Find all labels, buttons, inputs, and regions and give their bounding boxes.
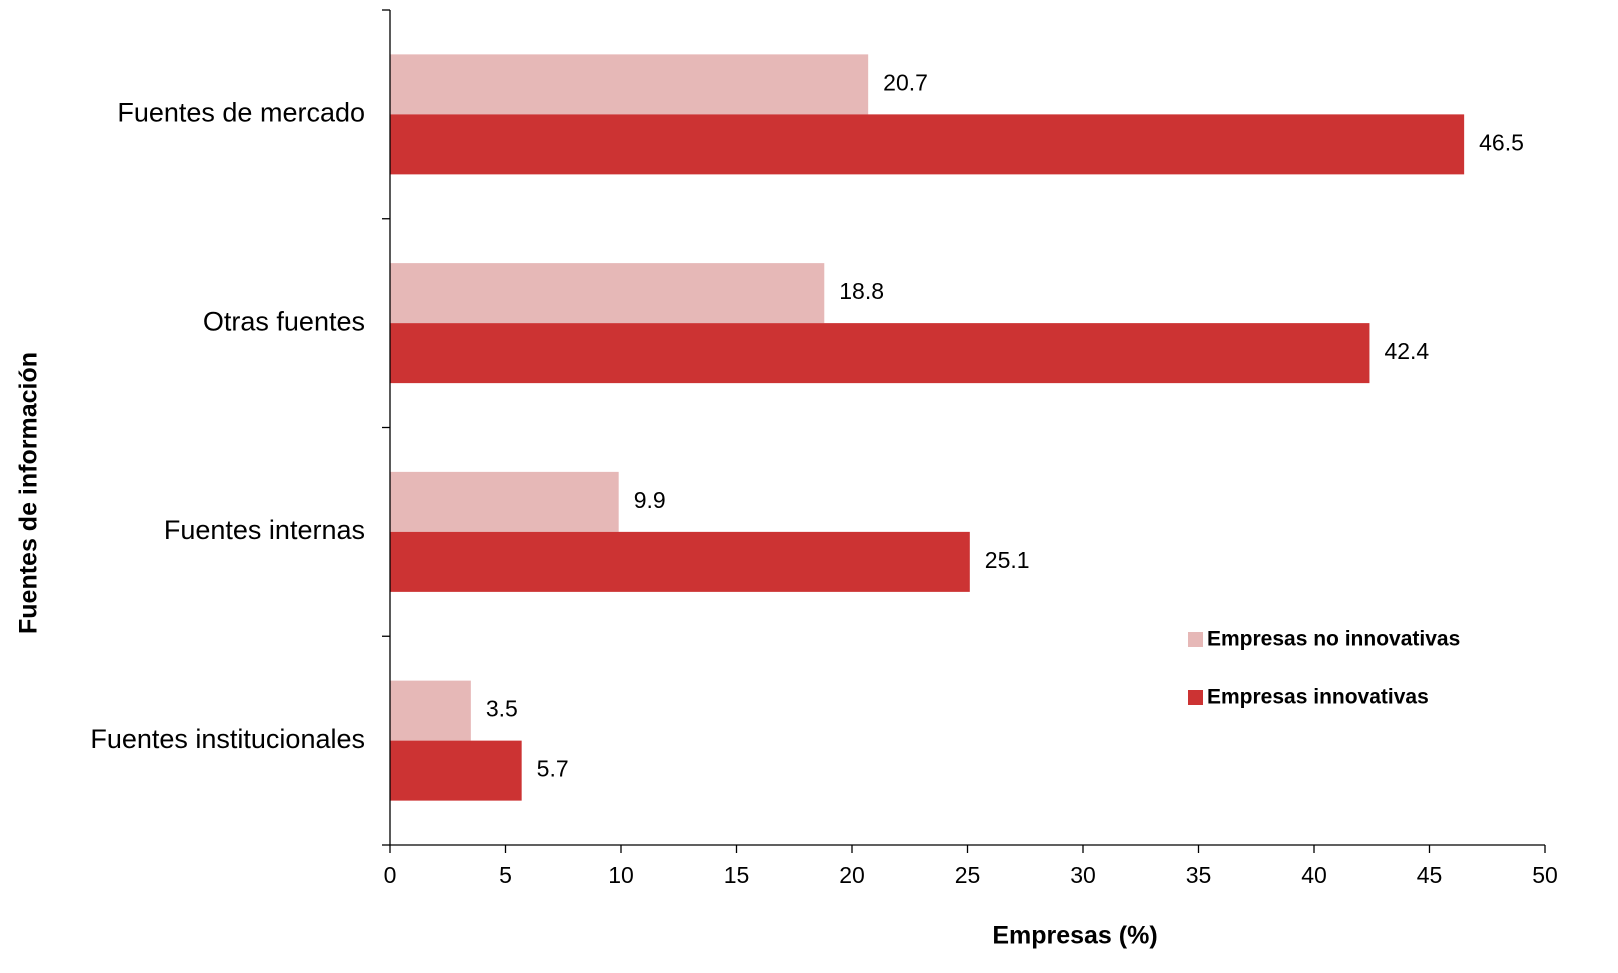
- x-tick-label: 20: [839, 862, 865, 888]
- legend-label: Empresas no innovativas: [1207, 628, 1460, 651]
- bar-innovativas-2: [390, 323, 1370, 384]
- data-labels-group: 20.7 46.5 18.8 42.4 9.9 25.1 3.5 5.7: [486, 69, 1524, 781]
- bar-no-innovativas-4: [390, 680, 471, 741]
- x-tick-label: 30: [1070, 862, 1096, 888]
- x-tick-label: 25: [955, 862, 981, 888]
- bar-no-innovativas-1: [390, 54, 869, 115]
- x-tick-label: 15: [724, 862, 750, 888]
- x-axis-title: Empresas (%): [992, 922, 1157, 950]
- data-label: 5.7: [537, 756, 569, 782]
- legend-label: Empresas innovativas: [1207, 686, 1429, 709]
- x-tick-label: 5: [499, 862, 512, 888]
- data-label: 3.5: [486, 696, 518, 722]
- x-tick-label: 40: [1301, 862, 1327, 888]
- y-axis-title: Fuentes de información: [15, 352, 43, 634]
- x-tick-label: 45: [1417, 862, 1443, 888]
- category-label: Fuentes internas: [164, 515, 365, 545]
- bars-group: [390, 54, 1465, 801]
- category-label: Fuentes institucionales: [90, 724, 365, 754]
- legend: Empresas no innovativas Empresas innovati…: [1188, 628, 1460, 709]
- x-tick-label: 0: [384, 862, 397, 888]
- category-label: Otras fuentes: [203, 306, 365, 336]
- category-label: Fuentes de mercado: [117, 98, 365, 128]
- x-tick-label: 50: [1532, 862, 1558, 888]
- data-label: 42.4: [1384, 338, 1429, 364]
- data-label: 9.9: [634, 487, 666, 513]
- bar-innovativas-3: [390, 531, 970, 592]
- data-label: 20.7: [883, 69, 928, 95]
- category-labels-group: Fuentes de mercado Otras fuentes Fuentes i…: [90, 98, 365, 754]
- data-label: 18.8: [839, 278, 884, 304]
- bar-no-innovativas-2: [390, 263, 825, 324]
- bar-no-innovativas-3: [390, 471, 619, 532]
- data-label: 46.5: [1479, 129, 1524, 155]
- legend-swatch: [1188, 632, 1203, 647]
- bar-innovativas-4: [390, 740, 522, 801]
- x-tick-label: 10: [608, 862, 634, 888]
- axes-group: [382, 9, 1546, 853]
- data-label: 25.1: [985, 547, 1030, 573]
- legend-swatch: [1188, 690, 1203, 705]
- x-tick-labels-group: 0 5 10 15 20 25 30 35 40 45 50: [384, 862, 1558, 888]
- x-tick-label: 35: [1186, 862, 1212, 888]
- bar-innovativas-1: [390, 114, 1465, 175]
